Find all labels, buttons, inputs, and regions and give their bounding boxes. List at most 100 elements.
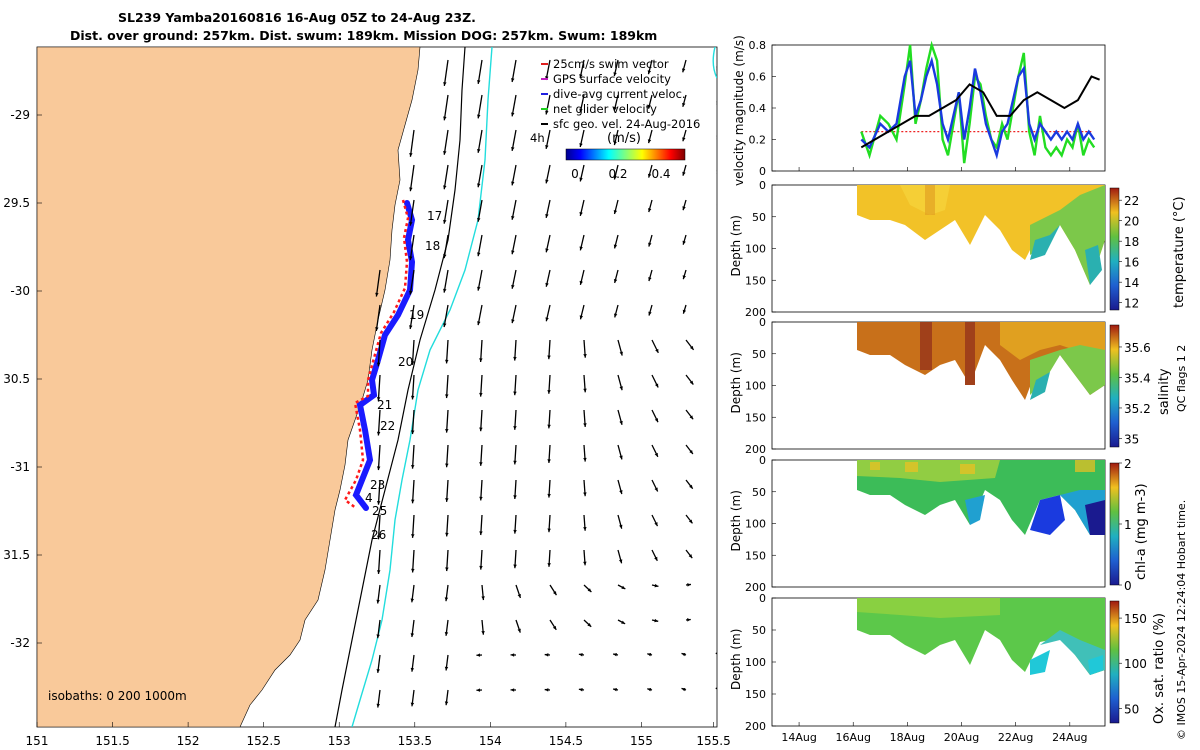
depth-axes: 0 50 100 150 200 Depth (m) 0 50 100 150 200 Depth (… — [729, 179, 776, 733]
figure-title-line1: SL239 Yamba20160816 16-Aug 05Z to 24-Aug… — [118, 10, 476, 25]
depth-tick-label: 150 — [745, 688, 766, 701]
map-x-tick-label: 152 — [177, 734, 200, 748]
colorbar-tick-label: 12 — [1124, 297, 1139, 311]
qc-flags-note: QC flags 1 2 — [1175, 345, 1188, 412]
day-label: 25 — [372, 504, 387, 518]
depth-tick-label: 100 — [745, 518, 766, 531]
colorbar-title: (m/s) — [607, 131, 641, 146]
date-tick-label: 16Aug — [835, 731, 870, 744]
map-y-tick-label: 29.5 — [3, 196, 30, 210]
day-label: 21 — [377, 398, 392, 412]
depth-tick-label: 0 — [759, 454, 766, 467]
depth-tick-label: 0 — [759, 592, 766, 605]
oxygen-section: Ox. sat. ratio (%) 50 100 150 — [771, 597, 1167, 727]
map-y-tick-label: -30 — [10, 284, 30, 298]
colorbar-tick-label: 35.6 — [1124, 341, 1151, 355]
legend-entry: dive-avg current veloc. — [553, 87, 686, 101]
depth-tick-label: 150 — [745, 274, 766, 287]
velocity-y-tick-label: 0.2 — [749, 134, 767, 147]
figure-title-line2: Dist. over ground: 257km. Dist. swum: 18… — [70, 28, 657, 43]
date-tick-label: 14Aug — [781, 731, 816, 744]
colorbar-tick-label: 2 — [1124, 457, 1132, 471]
land-mass — [37, 47, 421, 727]
map-x-ticks: 151 151.5 152 152.5 153 153.5 154 154.5 155 155.5 — [26, 722, 731, 748]
date-tick-label: 22Aug — [998, 731, 1033, 744]
depth-tick-label: 100 — [745, 243, 766, 256]
depth-tick-label: 150 — [745, 549, 766, 562]
chla-section: chl-a (mg m-3) 0 1 2 — [771, 457, 1149, 593]
depth-tick-label: 50 — [752, 486, 766, 499]
depth-label: Depth (m) — [729, 215, 743, 276]
depth-tick-label: 50 — [752, 211, 766, 224]
legend-entry: GPS surface velocity — [553, 72, 671, 86]
map-x-tick-label: 152.5 — [246, 734, 280, 748]
depth-tick-label: 200 — [745, 443, 766, 456]
colorbar-note: 4h — [530, 131, 545, 145]
isobath-1000m-offshore — [712, 47, 717, 79]
chla-label: chl-a (mg m-3) — [1134, 483, 1149, 580]
day-label: 23 — [370, 478, 385, 492]
map-y-tick-label: -29 — [10, 108, 30, 122]
date-tick-label: 18Aug — [890, 731, 925, 744]
colorbar-tick-label: 150 — [1124, 612, 1147, 626]
velocity-series — [860, 40, 1100, 164]
day-label: 4 — [365, 491, 373, 505]
velocity-ylabel: velocity magnitude (m/s) — [732, 35, 746, 186]
depth-tick-label: 150 — [745, 411, 766, 424]
map-y-tick-label: 30.5 — [3, 372, 30, 386]
isobaths-label: isobaths: 0 200 1000m — [48, 689, 187, 703]
map-x-tick-label: 151.5 — [95, 734, 129, 748]
depth-label: Depth (m) — [729, 629, 743, 690]
map-x-tick-label: 155.5 — [696, 734, 730, 748]
depth-label: Depth (m) — [729, 490, 743, 551]
colorbar-tick-label: 18 — [1124, 235, 1139, 249]
velocity-panel: 0 0.2 0.4 0.6 0.8 velocity magnitude (m/s) — [732, 35, 1106, 186]
colorbar-tick-label: 14 — [1124, 276, 1139, 290]
isobath-200m — [334, 47, 466, 727]
colorbar-tick-label: 35.4 — [1124, 371, 1151, 385]
colorbar-tick-label: 100 — [1124, 657, 1147, 671]
depth-tick-label: 0 — [759, 179, 766, 192]
date-tick-label: 20Aug — [944, 731, 979, 744]
velocity-series-dive-avg-current-veloc- — [860, 56, 1096, 160]
map-y-ticks: -29 29.5 -30 30.5 -31 31.5 -32 — [3, 108, 42, 650]
colorbar-tick-label: 0 — [1124, 579, 1132, 593]
temperature-section: temperature (°C) 12 14 16 18 20 22 — [771, 184, 1187, 313]
velocity-y-tick-label: 0.4 — [749, 102, 767, 115]
velocity-y-tick-label: 0 — [759, 165, 766, 178]
depth-tick-label: 0 — [759, 316, 766, 329]
map-y-tick-label: -32 — [10, 636, 30, 650]
legend-entry: 25cm/s swim vector — [553, 57, 669, 71]
depth-tick-label: 50 — [752, 624, 766, 637]
salinity-label: salinity — [1157, 368, 1172, 415]
colorbar-tick-label: 35.2 — [1124, 402, 1151, 416]
salinity-section: salinity 35 35.2 35.4 35.6 — [771, 321, 1172, 450]
map-x-tick-label: 153.5 — [398, 734, 432, 748]
map-y-tick-label: -31 — [10, 460, 30, 474]
day-label: 17 — [427, 209, 442, 223]
depth-label: Depth (m) — [729, 352, 743, 413]
depth-tick-label: 200 — [745, 581, 766, 594]
depth-tick-label: 100 — [745, 380, 766, 393]
depth-tick-label: 50 — [752, 348, 766, 361]
day-label: 26 — [371, 528, 386, 542]
sfc-velocity-arrows — [375, 59, 717, 708]
legend-entry: net glider velocity — [553, 102, 657, 116]
day-label: 20 — [398, 355, 413, 369]
colorbar-tick-label: 20 — [1124, 215, 1139, 229]
colorbar-tick-label: 50 — [1124, 702, 1139, 716]
speed-colorbar — [565, 148, 686, 161]
imos-credit: © IMOS 15-Apr-2024 12:24:04 Hobart time. — [1175, 500, 1188, 740]
colorbar-tick-label: 1 — [1124, 518, 1132, 532]
map-y-tick-label: 31.5 — [3, 548, 30, 562]
date-ticks: 14Aug 16Aug 18Aug 20Aug 22Aug 24Aug — [781, 167, 1088, 744]
velocity-y-tick-label: 0.8 — [749, 39, 767, 52]
map-x-tick-label: 151 — [26, 734, 49, 748]
depth-tick-label: 200 — [745, 720, 766, 733]
oxygen-label: Ox. sat. ratio (%) — [1152, 613, 1167, 724]
depth-tick-label: 100 — [745, 656, 766, 669]
